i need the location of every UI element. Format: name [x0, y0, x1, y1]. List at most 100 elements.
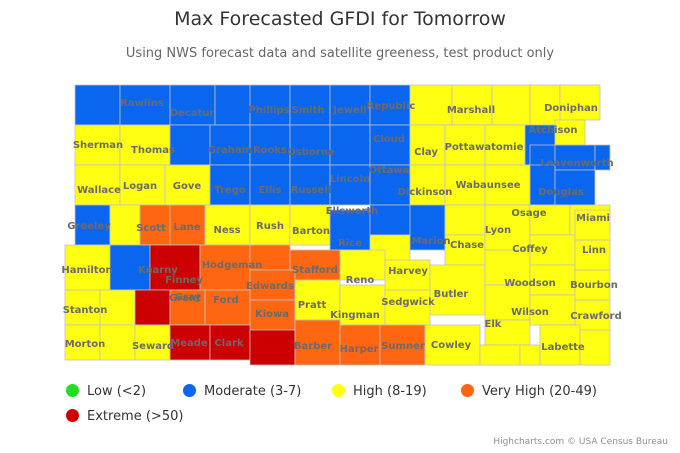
county-label-rice: Rice	[338, 238, 362, 249]
county-sherman[interactable]	[74, 124, 121, 166]
county-neosho[interactable]	[64, 324, 101, 361]
county-grant[interactable]	[169, 289, 206, 326]
county-stanton[interactable]	[134, 289, 171, 326]
county-wyandotte[interactable]	[594, 144, 611, 171]
county-mitchell[interactable]	[329, 124, 371, 166]
county-label-bourbon: Bourbon	[570, 280, 618, 291]
county-pawnee[interactable]	[339, 249, 386, 281]
county-brown[interactable]	[529, 84, 561, 126]
county-label-scott: Scott	[136, 223, 166, 234]
county-douglas[interactable]	[554, 169, 596, 206]
county-wabaunsee[interactable]	[484, 164, 531, 206]
county-scott[interactable]	[169, 204, 206, 246]
county-hamilton[interactable]	[149, 244, 201, 291]
county-ford[interactable]	[249, 299, 296, 331]
county-shawnee[interactable]	[529, 164, 556, 206]
county-ness[interactable]	[249, 204, 291, 246]
county-harper[interactable]	[479, 344, 521, 366]
county-finney[interactable]	[249, 244, 291, 271]
county-cloud[interactable]	[369, 124, 411, 166]
county-stafford[interactable]	[384, 259, 431, 291]
county-nemaha[interactable]	[491, 84, 531, 126]
legend-item-very-high[interactable]: Very High (20-49)	[461, 384, 597, 399]
county-doniphan[interactable]	[559, 84, 601, 121]
legend-high-label: High (8-19)	[353, 384, 427, 399]
county-label-woodson: Woodson	[504, 278, 556, 289]
county-label-sedgwick: Sedgwick	[381, 297, 435, 308]
county-stevens[interactable]	[209, 324, 251, 361]
county-comanche[interactable]	[379, 324, 426, 366]
county-label-grant: Grant	[169, 293, 201, 304]
county-label-ottawa: Ottawa	[369, 165, 410, 176]
county-kiowa[interactable]	[339, 284, 386, 326]
county-decatur[interactable]	[169, 84, 216, 126]
county-coffey[interactable]	[574, 209, 611, 241]
county-label-elk: Elk	[485, 319, 502, 330]
county-rooks[interactable]	[249, 124, 291, 166]
legend-item-extreme[interactable]: Extreme (>50)	[66, 409, 183, 424]
county-logan[interactable]	[119, 164, 166, 206]
county-greeley[interactable]	[109, 204, 141, 246]
legend-very-high-dot	[461, 384, 474, 397]
county-label-logan: Logan	[123, 181, 157, 192]
county-label-pottawatomie: Pottawatomie	[445, 142, 524, 153]
credits-link[interactable]: Highcharts.com © USA Census Bureau	[493, 437, 668, 447]
county-edwards[interactable]	[294, 279, 341, 321]
county-leavenworth[interactable]	[554, 144, 596, 171]
county-label-barton: Barton	[292, 226, 330, 237]
county-barton[interactable]	[329, 209, 371, 251]
county-cheyenne[interactable]	[74, 84, 121, 126]
county-woodson[interactable]	[574, 269, 611, 301]
county-kingman[interactable]	[484, 284, 531, 321]
county-elk[interactable]	[134, 324, 171, 361]
county-wallace[interactable]	[74, 164, 121, 206]
county-label-cowley: Cowley	[431, 340, 472, 351]
county-miami[interactable]	[109, 244, 151, 291]
county-sheridan[interactable]	[169, 124, 211, 166]
county-russell[interactable]	[289, 164, 331, 206]
kansas-county-map: Rawlins Decatur Phillips Smith Jewell Republi…	[61, 84, 622, 366]
county-rice[interactable]	[409, 204, 446, 251]
legend-item-moderate[interactable]: Moderate (3-7)	[183, 384, 301, 399]
county-seward[interactable]	[249, 329, 296, 366]
county-label-marshall: Marshall	[447, 105, 495, 116]
county-label-hodgeman: Hodgeman	[202, 260, 263, 271]
county-chautauqua[interactable]	[579, 329, 611, 366]
county-hodgeman[interactable]	[289, 249, 341, 281]
legend-high-dot	[332, 384, 345, 397]
county-clay[interactable]	[409, 124, 446, 166]
county-label-kiowa: Kiowa	[255, 309, 289, 320]
county-atchison[interactable]	[554, 119, 586, 146]
county-franklin[interactable]	[64, 244, 111, 291]
county-pottawatomie[interactable]	[484, 124, 526, 166]
legend-item-high[interactable]: High (8-19)	[332, 384, 427, 399]
county-reno[interactable]	[429, 264, 486, 316]
county-chase[interactable]	[529, 204, 571, 236]
county-morris[interactable]	[484, 204, 531, 251]
county-ellsworth[interactable]	[369, 204, 411, 236]
county-mcpherson[interactable]	[444, 204, 486, 236]
county-rush[interactable]	[289, 204, 331, 246]
county-smith[interactable]	[289, 84, 331, 126]
county-label-kingman: Kingman	[330, 310, 380, 321]
county-label-morton: Morton	[65, 339, 106, 350]
county-morton[interactable]	[169, 324, 211, 361]
county-osborne[interactable]	[289, 124, 331, 166]
county-butler[interactable]	[529, 234, 576, 266]
county-wilson[interactable]	[484, 319, 531, 346]
county-clark[interactable]	[339, 324, 381, 366]
legend-very-high-label: Very High (20-49)	[482, 384, 597, 399]
county-bourbon[interactable]	[574, 299, 611, 331]
county-norton[interactable]	[214, 84, 251, 126]
county-harvey[interactable]	[484, 249, 531, 286]
county-cowley[interactable]	[539, 324, 581, 366]
county-dickinson[interactable]	[409, 164, 446, 206]
legend-item-low[interactable]: Low (<2)	[66, 384, 146, 399]
county-sumner[interactable]	[519, 344, 541, 366]
county-trego[interactable]	[209, 164, 251, 206]
county-lincoln[interactable]	[329, 164, 371, 206]
county-marion[interactable]	[444, 234, 486, 266]
county-label-barber: Barber	[294, 341, 332, 352]
county-washington[interactable]	[409, 84, 453, 126]
county-barber[interactable]	[424, 324, 481, 366]
